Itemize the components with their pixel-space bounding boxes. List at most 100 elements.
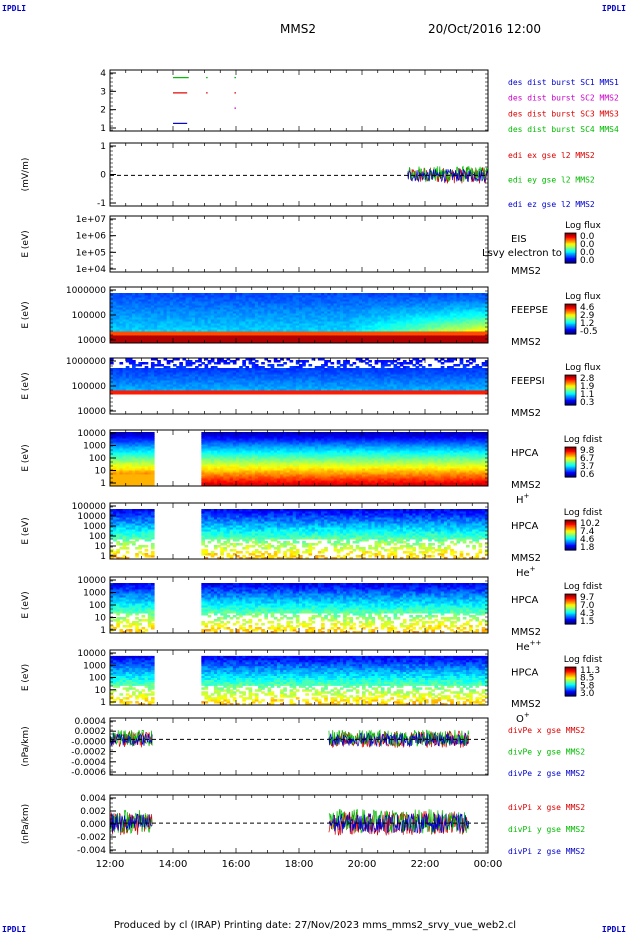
spacecraft-label-feepsi: MMS2 xyxy=(511,408,541,419)
y-tick-label-edi-1: 0 xyxy=(100,171,106,181)
panel-edge-ticks-edi xyxy=(109,143,489,206)
colorbar-hpca-hepp xyxy=(565,594,576,625)
corner-label-bottom-right: IPDLI xyxy=(601,925,626,934)
colorbar-tick-hpca-he-2: 4.6 xyxy=(580,535,595,545)
y-tick-label-hpca-hepp-2: 100 xyxy=(89,601,106,611)
y-tick-label-feepsi-1: 100000 xyxy=(72,382,107,392)
instrument-label-feepsi: FEEPSI xyxy=(511,376,545,387)
species-label-hpca-o: O+ xyxy=(516,711,530,725)
spacecraft-label-feepse: MMS2 xyxy=(511,337,541,348)
y-axis-label-edi: (mV/m) xyxy=(21,158,31,192)
panel-edge-ticks-hpca-hepp xyxy=(109,577,489,633)
colorbar-tick-feepse-2: 1.2 xyxy=(580,319,594,329)
y-tick-label-hpca-hepp-4: 10000 xyxy=(77,576,106,586)
legend-entry-burst-0: des dist burst SC1 MMS1 xyxy=(508,78,619,87)
y-tick-label-hpca-h-1: 10 xyxy=(95,467,107,477)
legend-entry-divpe-0: divPe x gse MMS2 xyxy=(508,726,585,735)
x-tick-label-2: 16:00 xyxy=(222,859,251,870)
colorbar-frame-feepsi xyxy=(564,374,577,406)
colorbar-tick-feepse-0: 4.6 xyxy=(580,303,595,313)
colorbar-frame-feepse xyxy=(564,303,577,335)
overlap-label-eis: Lsvy electron to xyxy=(482,248,562,259)
y-tick-label-eis-1: 1e+05 xyxy=(76,248,106,258)
y-tick-label-hpca-h-2: 100 xyxy=(89,454,106,464)
panel-edge-ticks-hpca-he xyxy=(109,503,489,559)
y-tick-label-feepsi-2: 1000000 xyxy=(66,357,106,367)
colorbar-title-feepsi: Log flux xyxy=(565,363,601,373)
colorbar-tick-hpca-hepp-1: 7.0 xyxy=(580,601,595,611)
y-axis-label-feepsi: E (eV) xyxy=(21,372,31,399)
y-tick-label-divpe-0: -0.0006 xyxy=(71,768,106,778)
colorbar-tick-feepse-1: 2.9 xyxy=(580,311,595,321)
trace-edi-2-0 xyxy=(407,168,489,184)
colorbar-tick-hpca-he-0: 10.2 xyxy=(580,519,600,529)
colorbar-tick-feepsi-0: 2.8 xyxy=(580,374,595,384)
colorbar-tick-hpca-hepp-0: 9.7 xyxy=(580,593,594,603)
y-tick-label-hpca-o-1: 10 xyxy=(95,686,107,696)
y-tick-label-divpe-2: -0.0002 xyxy=(71,748,106,758)
y-tick-label-burst-1: 2 xyxy=(100,106,106,116)
panel-frame-burst xyxy=(109,69,489,132)
y-tick-label-hpca-he-1: 10 xyxy=(95,542,107,552)
colorbar-tick-hpca-o-1: 8.5 xyxy=(580,674,594,684)
y-axis-label-divpe: (nPa/km) xyxy=(21,726,31,766)
y-axis-label-eis: E (eV) xyxy=(21,230,31,257)
colorbar-tick-hpca-hepp-2: 4.3 xyxy=(580,609,594,619)
y-axis-label-divpi: (nPa/km) xyxy=(21,804,31,844)
y-tick-label-divpe-1: -0.0004 xyxy=(71,758,106,768)
colorbar-tick-eis-1: 0.0 xyxy=(580,240,595,250)
panel-edge-ticks-eis xyxy=(109,216,489,272)
y-tick-label-hpca-o-3: 1000 xyxy=(83,661,106,671)
colorbar-tick-feepsi-3: 0.3 xyxy=(580,398,594,408)
y-tick-label-hpca-h-3: 1000 xyxy=(83,442,106,452)
instrument-label-hpca-he: HPCA xyxy=(511,521,539,532)
y-tick-label-eis-3: 1e+07 xyxy=(76,215,106,225)
legend-entry-edi-1: edi ey gse l2 MMS2 xyxy=(508,176,595,185)
y-tick-label-eis-0: 1e+04 xyxy=(76,265,107,275)
y-tick-label-divpi-3: 0.002 xyxy=(80,807,106,817)
y-tick-label-hpca-he-2: 100 xyxy=(89,532,106,542)
x-tick-label-4: 20:00 xyxy=(348,859,377,870)
trace-divpe-2-1 xyxy=(328,731,469,748)
instrument-label-feepse: FEEPSE xyxy=(511,305,548,316)
y-tick-label-eis-2: 1e+06 xyxy=(76,232,107,242)
colorbar-tick-hpca-o-0: 11.3 xyxy=(580,666,600,676)
spacecraft-label-hpca-h: MMS2 xyxy=(511,480,541,491)
legend-entry-burst-2: des dist burst SC3 MMS3 xyxy=(508,109,619,118)
colorbar-tick-hpca-he-3: 1.8 xyxy=(580,543,595,553)
x-tick-label-3: 18:00 xyxy=(285,859,314,870)
corner-label-bottom-left: IPDLI xyxy=(2,925,27,934)
y-tick-label-hpca-hepp-1: 10 xyxy=(95,614,107,624)
y-tick-label-hpca-he-0: 1 xyxy=(100,552,106,562)
species-label-hpca-he: He+ xyxy=(516,565,536,579)
corner-label-top-right: IPDLI xyxy=(601,4,626,13)
line-traces-divpe xyxy=(109,729,470,749)
x-tick-label-0: 12:00 xyxy=(96,859,125,870)
y-tick-label-feepse-0: 10000 xyxy=(77,336,106,346)
trace-divpe-1-0 xyxy=(109,729,153,747)
colorbar-tick-hpca-h-0: 9.8 xyxy=(580,446,595,456)
trace-divpi-2-1 xyxy=(328,813,470,834)
colorbar-tick-eis-0: 0.0 xyxy=(580,232,595,242)
colorbar-hpca-he xyxy=(565,520,576,551)
datetime-title: 20/Oct/2016 12:00 xyxy=(428,22,542,36)
y-tick-label-divpi-1: -0.002 xyxy=(77,833,106,843)
legend-entry-divpe-2: divPe z gse MMS2 xyxy=(508,769,585,778)
legend-entry-divpi-0: divPi x gse MMS2 xyxy=(508,803,585,812)
line-traces-divpi xyxy=(109,808,470,836)
colorbar-hpca-h xyxy=(565,447,576,478)
colorbar-tick-feepse-3: -0.5 xyxy=(580,327,598,337)
legend-entry-divpi-2: divPi z gse MMS2 xyxy=(508,847,585,856)
colorbar-tick-hpca-h-3: 0.6 xyxy=(580,470,595,480)
y-tick-label-hpca-he-3: 1000 xyxy=(83,522,106,532)
colorbar-tick-feepsi-1: 1.9 xyxy=(580,382,595,392)
y-tick-label-burst-2: 3 xyxy=(100,87,106,97)
y-tick-label-divpe-4: 0.0002 xyxy=(75,727,107,737)
y-tick-label-divpi-0: -0.004 xyxy=(77,846,106,856)
species-label-hpca-hepp: He++ xyxy=(516,639,542,653)
colorbar-tick-hpca-h-2: 3.7 xyxy=(580,462,594,472)
spectrogram-feepsi xyxy=(110,358,489,395)
y-tick-label-feepse-2: 1000000 xyxy=(66,286,106,296)
instrument-label-hpca-o: HPCA xyxy=(511,668,539,679)
legend-entry-burst-3: des dist burst SC4 MMS4 xyxy=(508,125,619,134)
